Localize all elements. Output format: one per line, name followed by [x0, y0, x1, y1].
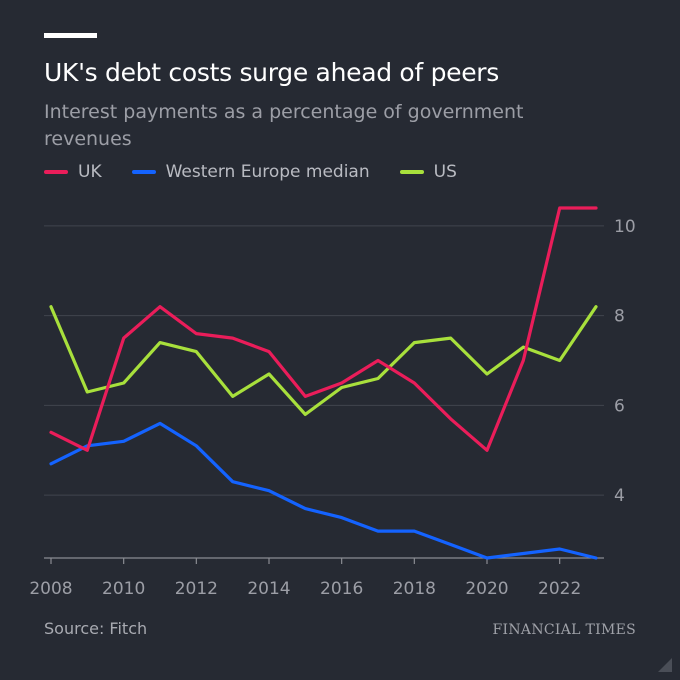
source-note: Source: Fitch — [44, 619, 148, 638]
series-line-western-europe — [49, 421, 598, 560]
x-tick-label-2010: 2010 — [102, 579, 145, 599]
series-line-us — [49, 305, 598, 416]
legend-label-western-europe: Western Europe median — [165, 162, 370, 182]
legend-item-us: US — [399, 162, 457, 182]
legend-swatch-uk — [44, 170, 68, 174]
x-tick-label-2012: 2012 — [175, 579, 218, 599]
chart-title: UK's debt costs surge ahead of peers — [44, 58, 500, 87]
x-tick-label-2022: 2022 — [538, 579, 581, 599]
legend: UK Western Europe median US — [44, 162, 457, 182]
legend-swatch-western-europe — [131, 170, 156, 174]
legend-label-uk: UK — [78, 162, 102, 182]
legend-item-western-europe: Western Europe median — [131, 162, 370, 182]
y-tick-label-6: 6 — [614, 396, 625, 416]
series-line-uk — [49, 206, 598, 452]
title-accent-bar — [44, 33, 97, 38]
resize-corner-icon — [658, 658, 672, 672]
x-tick-label-2020: 2020 — [465, 579, 508, 599]
y-tick-label-4: 4 — [614, 486, 625, 506]
legend-label-us: US — [433, 162, 457, 182]
chart-subtitle: Interest payments as a percentage of gov… — [44, 101, 524, 150]
y-tick-label-8: 8 — [614, 307, 625, 327]
x-tick-label-2014: 2014 — [247, 579, 290, 599]
x-tick-label-2016: 2016 — [320, 579, 363, 599]
brand-logo: FINANCIAL TIMES — [492, 622, 636, 638]
x-tick-label-2018: 2018 — [393, 579, 436, 599]
x-tick-label-2008: 2008 — [29, 579, 72, 599]
legend-item-uk: UK — [44, 162, 102, 182]
legend-swatch-us — [399, 170, 424, 174]
y-tick-label-10: 10 — [614, 217, 636, 237]
